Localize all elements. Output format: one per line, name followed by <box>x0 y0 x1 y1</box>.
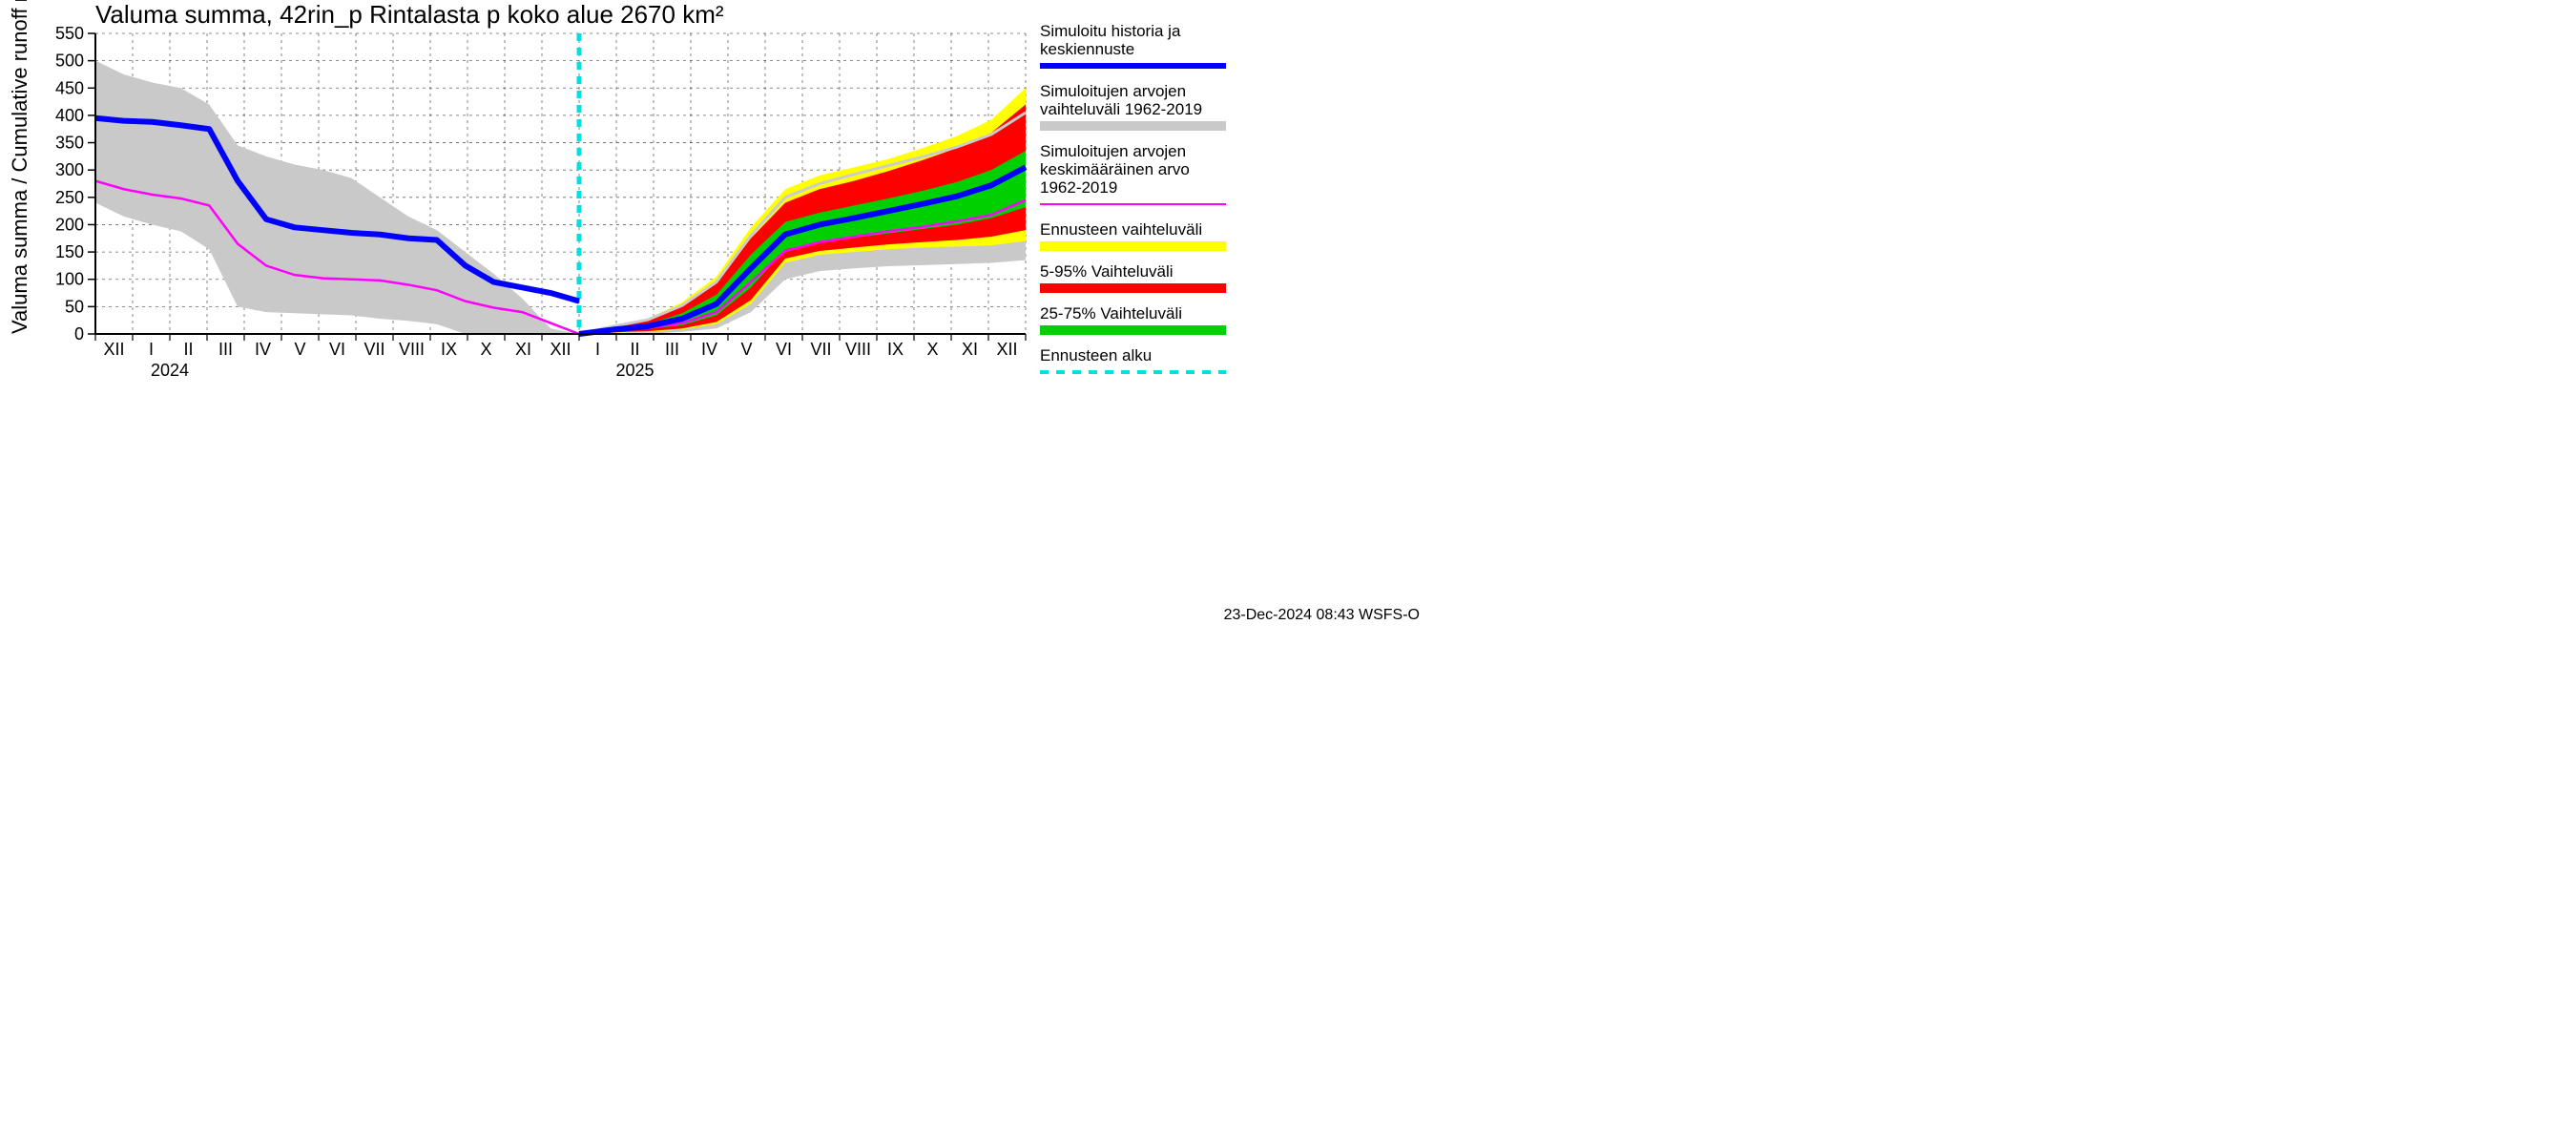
chart-container: 050100150200250300350400450500550XIIIIII… <box>0 0 1431 636</box>
chart-svg: 050100150200250300350400450500550XIIIIII… <box>0 0 1431 636</box>
y-tick-label: 200 <box>55 215 84 234</box>
y-tick-label: 500 <box>55 52 84 71</box>
x-tick-label: VII <box>364 340 384 359</box>
legend-label: 1962-2019 <box>1040 178 1117 197</box>
legend-label: 5-95% Vaihteluväli <box>1040 262 1174 281</box>
x-tick-label: VI <box>329 340 345 359</box>
y-tick-label: 400 <box>55 106 84 125</box>
legend-swatch <box>1040 121 1226 131</box>
x-tick-label: II <box>630 340 639 359</box>
legend-label: keskimääräinen arvo <box>1040 160 1190 178</box>
y-tick-label: 150 <box>55 242 84 261</box>
legend-label: Simuloitujen arvojen <box>1040 142 1186 160</box>
x-tick-label: I <box>595 340 600 359</box>
x-tick-label: X <box>926 340 938 359</box>
x-tick-label: X <box>480 340 491 359</box>
y-tick-label: 550 <box>55 24 84 43</box>
footer-timestamp: 23-Dec-2024 08:43 WSFS-O <box>1224 607 1420 623</box>
y-tick-label: 250 <box>55 188 84 207</box>
chart-title: Valuma summa, 42rin_p Rintalasta p koko … <box>95 0 724 29</box>
legend-swatch <box>1040 283 1226 293</box>
x-tick-label: I <box>149 340 154 359</box>
x-tick-label: IX <box>441 340 457 359</box>
x-tick-label: III <box>218 340 233 359</box>
legend-label: Simuloitujen arvojen <box>1040 82 1186 100</box>
x-tick-label: V <box>294 340 305 359</box>
y-tick-label: 100 <box>55 270 84 289</box>
legend-swatch <box>1040 325 1226 335</box>
x-tick-label: XII <box>996 340 1017 359</box>
x-tick-label: VIII <box>399 340 425 359</box>
x-tick-label: II <box>183 340 193 359</box>
x-tick-label: IX <box>887 340 904 359</box>
y-axis-label: Valuma summa / Cumulative runoff mm <box>8 0 31 334</box>
x-tick-label: V <box>740 340 752 359</box>
x-tick-label: IV <box>255 340 271 359</box>
legend-label: 25-75% Vaihteluväli <box>1040 304 1182 323</box>
year-label-right: 2025 <box>615 361 654 380</box>
y-tick-label: 350 <box>55 134 84 153</box>
x-tick-label: III <box>665 340 679 359</box>
y-tick-label: 0 <box>74 324 84 344</box>
y-tick-label: 50 <box>65 297 84 316</box>
x-tick-label: XII <box>550 340 571 359</box>
x-tick-label: XI <box>515 340 531 359</box>
legend-label: Simuloitu historia ja <box>1040 22 1181 40</box>
y-tick-label: 300 <box>55 160 84 179</box>
x-tick-label: VII <box>810 340 831 359</box>
legend-label: vaihteluväli 1962-2019 <box>1040 100 1202 118</box>
x-tick-label: XII <box>103 340 124 359</box>
legend-label: Ennusteen vaihteluväli <box>1040 220 1202 239</box>
legend-label: keskiennuste <box>1040 40 1134 58</box>
x-tick-label: IV <box>701 340 717 359</box>
x-tick-label: XI <box>962 340 978 359</box>
y-tick-label: 450 <box>55 78 84 97</box>
x-tick-label: VI <box>776 340 792 359</box>
x-tick-label: VIII <box>845 340 871 359</box>
legend-label: Ennusteen alku <box>1040 346 1152 364</box>
legend-swatch <box>1040 241 1226 251</box>
year-label-left: 2024 <box>151 361 189 380</box>
